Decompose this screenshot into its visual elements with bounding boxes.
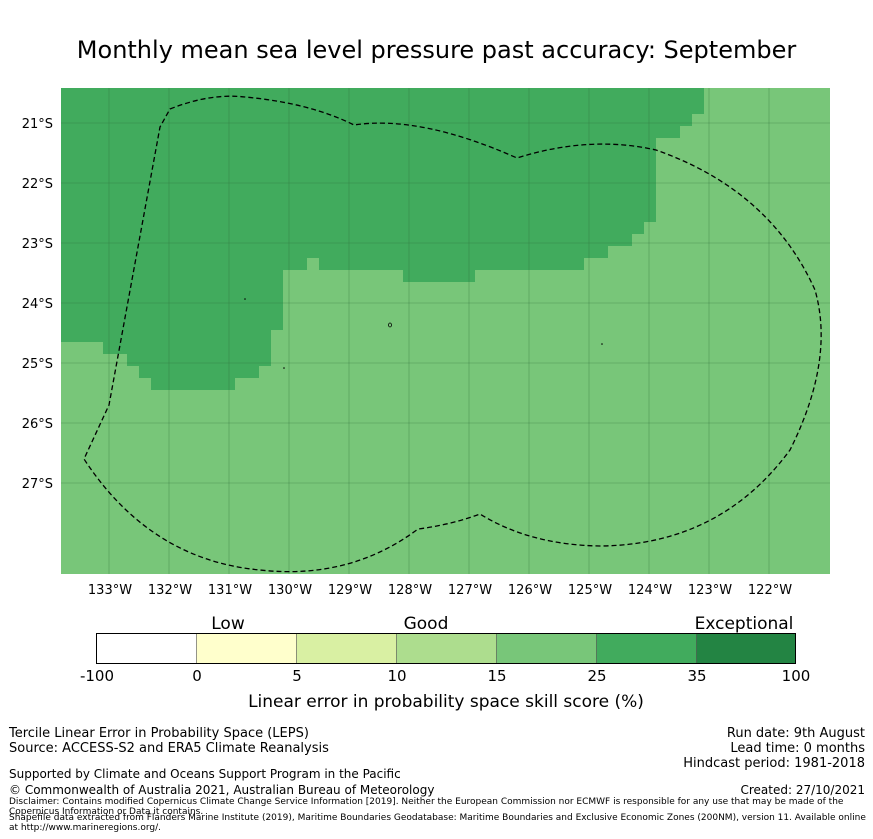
eez-boundary [83, 95, 822, 573]
lat-label: 27°S [22, 477, 53, 492]
island [388, 322, 392, 328]
colorbar-segment [396, 633, 497, 664]
colorbar-tick: 15 [487, 667, 507, 685]
colorbar-label-exceptional: Exceptional [694, 614, 794, 634]
colorbar-label-low: Low [211, 614, 245, 634]
disclaimer-text: Disclaimer: Contains modified Copernicus… [9, 797, 844, 817]
colorbar-segment [696, 633, 796, 664]
created-date: Created: 27/10/2021 [740, 783, 865, 797]
hindcast-period: Hindcast period: 1981-2018 [683, 756, 865, 771]
lon-label: 128°W [388, 583, 432, 598]
source-text: Source: ACCESS-S2 and ERA5 Climate Reana… [9, 741, 329, 756]
colorbar-title: Linear error in probability space skill … [248, 692, 644, 712]
colorbar [96, 633, 796, 664]
map-title: Monthly mean sea level pressure past acc… [76, 36, 797, 64]
lon-label: 129°W [328, 583, 372, 598]
lon-label: 127°W [448, 583, 492, 598]
method-text: Tercile Linear Error in Probability Spac… [9, 726, 309, 741]
lon-label: 125°W [568, 583, 612, 598]
skill-map: 21°S 22°S 23°S 24°S 25°S 26°S 27°S 133°W… [22, 88, 830, 598]
lon-label: 122°W [748, 583, 792, 598]
colorbar-segment [596, 633, 697, 664]
island [244, 298, 246, 300]
lat-label: 26°S [22, 417, 53, 432]
run-date: Run date: 9th August [726, 726, 865, 741]
colorbar-tick: -100 [79, 667, 115, 685]
lat-label: 23°S [22, 237, 53, 252]
colorbar-tick: 5 [292, 667, 302, 685]
lon-label: 126°W [508, 583, 552, 598]
lon-label: 124°W [628, 583, 672, 598]
shapefile-credit: Shapefile data extracted from Flanders M… [9, 813, 866, 833]
lat-label: 24°S [22, 297, 53, 312]
lat-label: 22°S [22, 177, 53, 192]
lead-time: Lead time: 0 months [730, 741, 865, 756]
gridlines [61, 88, 830, 574]
support-text: Supported by Climate and Oceans Support … [9, 767, 401, 781]
colorbar-tick: 35 [687, 667, 707, 685]
colorbar-label-good: Good [403, 614, 449, 634]
lon-label: 132°W [148, 583, 192, 598]
lon-label: 130°W [268, 583, 312, 598]
lat-label: 25°S [22, 357, 53, 372]
colorbar-segment [196, 633, 297, 664]
colorbar-tick: 0 [192, 667, 202, 685]
lon-label: 131°W [208, 583, 252, 598]
colorbar-tick: 25 [587, 667, 607, 685]
lon-label: 123°W [688, 583, 732, 598]
lat-label: 21°S [22, 117, 53, 132]
region-score-25-35 [61, 88, 704, 390]
copyright-text: © Commonwealth of Australia 2021, Austra… [9, 783, 435, 797]
island [283, 367, 285, 369]
island [601, 343, 603, 345]
colorbar-tick: 10 [387, 667, 407, 685]
colorbar-segment [296, 633, 397, 664]
colorbar-segment [96, 633, 197, 664]
colorbar-tick: 100 [781, 667, 811, 685]
colorbar-segment [496, 633, 597, 664]
lon-label: 133°W [88, 583, 132, 598]
